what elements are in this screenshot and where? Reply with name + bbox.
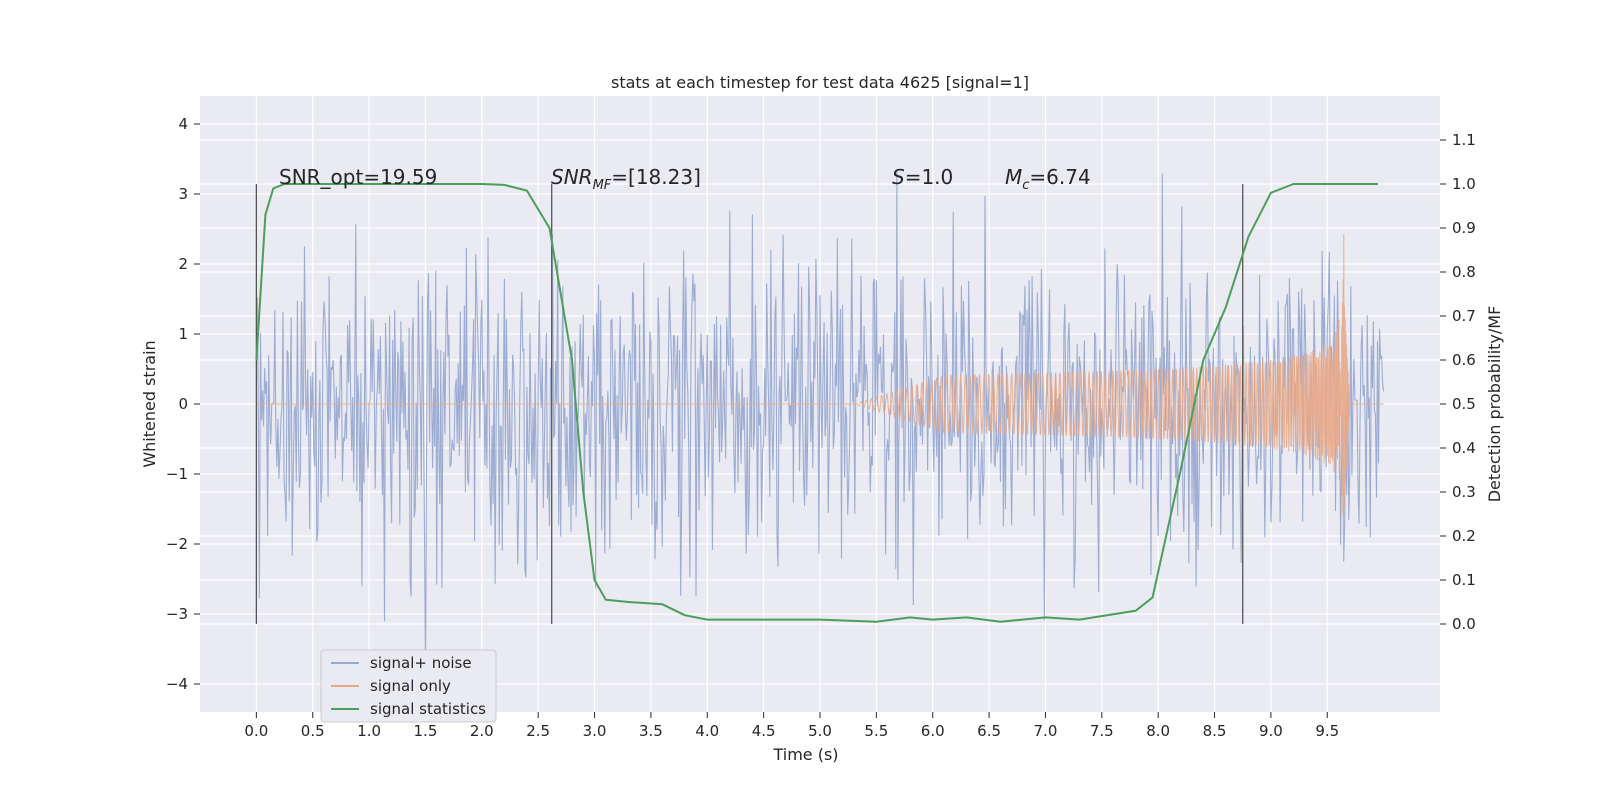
annotation-mc-base: M — [1005, 165, 1022, 189]
x-axis-ticks: 0.0 0.5 1.0 1.5 2.0 2.5 3.0 3.5 4.0 4.5 5.0 5.5 6.0 6… — [244, 712, 1339, 740]
y-tick-label: 0 — [178, 395, 188, 413]
series-signal-noise — [255, 170, 1385, 680]
x-tick-label: 1.5 — [414, 722, 438, 740]
y2-tick-label: 0.5 — [1452, 395, 1476, 413]
annotation-group: SNR_opt=19.59 SNRMF=[18.23] S=1.0 Mc=6.7… — [279, 165, 1091, 193]
x-tick-label: 1.0 — [357, 722, 381, 740]
annotation-mc-sub: c — [1022, 178, 1029, 193]
x-tick-label: 3.5 — [639, 722, 663, 740]
y2-tick-label: 0.7 — [1452, 307, 1476, 325]
x-tick-label: 0.0 — [244, 722, 268, 740]
y2-tick-label: 0.4 — [1452, 439, 1476, 457]
x-tick-label: 7.5 — [1090, 722, 1114, 740]
y2-tick-label: 0.8 — [1452, 263, 1476, 281]
annotation-mc: Mc=6.74 — [1005, 165, 1091, 193]
x-tick-label: 2.0 — [470, 722, 494, 740]
y2-tick-label: 0.6 — [1452, 351, 1476, 369]
y-tick-label: 2 — [178, 255, 188, 273]
x-tick-label: 9.0 — [1259, 722, 1283, 740]
x-axis-label: Time (s) — [772, 745, 838, 764]
y2-tick-label: 0.0 — [1452, 615, 1476, 633]
y-axis-ticks: 4 3 2 1 0 −1 −2 −3 −4 — [166, 115, 200, 693]
signal-statistics-line — [255, 183, 1378, 623]
annotation-s-value: =1.0 — [905, 165, 954, 189]
x-tick-label: 6.5 — [977, 722, 1001, 740]
annotation-s-base: S — [892, 165, 905, 189]
x-tick-label: 8.5 — [1203, 722, 1227, 740]
x-tick-label: 5.5 — [864, 722, 888, 740]
y2-tick-label: 1.0 — [1452, 175, 1476, 193]
y-tick-label: 1 — [178, 325, 188, 343]
y-tick-label: −4 — [166, 675, 188, 693]
legend-label-signal-only: signal only — [370, 677, 451, 695]
y-tick-label: 4 — [178, 115, 188, 133]
y-tick-label: −2 — [166, 535, 188, 553]
annotation-snr-mf-value: =[18.23] — [611, 165, 701, 189]
x-tick-label: 6.0 — [921, 722, 945, 740]
series-signal-statistics — [255, 183, 1378, 623]
x-tick-label: 5.0 — [808, 722, 832, 740]
annotation-snr-opt: SNR_opt=19.59 — [279, 165, 437, 189]
legend: signal+ noise signal only signal statist… — [320, 649, 497, 723]
y2-tick-label: 0.2 — [1452, 527, 1476, 545]
y2-tick-label: 1.1 — [1452, 131, 1476, 149]
series-signal-only — [256, 233, 1384, 557]
y-tick-label: 3 — [178, 185, 188, 203]
x-tick-label: 7.0 — [1034, 722, 1058, 740]
annotation-snr-mf-sub: MF — [593, 178, 612, 193]
x-tick-label: 4.0 — [695, 722, 719, 740]
x-tick-label: 9.5 — [1315, 722, 1339, 740]
x-tick-label: 3.0 — [583, 722, 607, 740]
signal-only-line — [256, 233, 1384, 557]
legend-label-signal-noise: signal+ noise — [370, 654, 472, 672]
y2-tick-label: 0.9 — [1452, 219, 1476, 237]
chart-title: stats at each timestep for test data 462… — [611, 73, 1029, 92]
y-axis-label: Whitened strain — [140, 340, 159, 467]
x-tick-label: 8.0 — [1146, 722, 1170, 740]
annotation-snr-mf-base: SNR — [551, 165, 593, 189]
signal-noise-line — [255, 170, 1385, 680]
y2-axis-ticks: 1.1 1.0 0.9 0.8 0.7 0.6 0.5 0.4 0.3 0.2 0.1 0.0 — [1440, 131, 1476, 633]
annotation-mc-value: =6.74 — [1029, 165, 1090, 189]
annotation-snr-mf: SNRMF=[18.23] — [551, 165, 701, 193]
y-tick-label: −1 — [166, 465, 188, 483]
y2-tick-label: 0.3 — [1452, 483, 1476, 501]
y-tick-label: −3 — [166, 605, 188, 623]
legend-label-signal-statistics: signal statistics — [370, 700, 486, 718]
x-tick-label: 2.5 — [526, 722, 550, 740]
x-tick-label: 4.5 — [752, 722, 776, 740]
x-tick-label: 0.5 — [301, 722, 325, 740]
annotation-s: S=1.0 — [892, 165, 953, 189]
y2-tick-label: 0.1 — [1452, 571, 1476, 589]
legend-box — [320, 649, 497, 723]
y2-axis-label: Detection probability/MF — [1485, 306, 1504, 503]
